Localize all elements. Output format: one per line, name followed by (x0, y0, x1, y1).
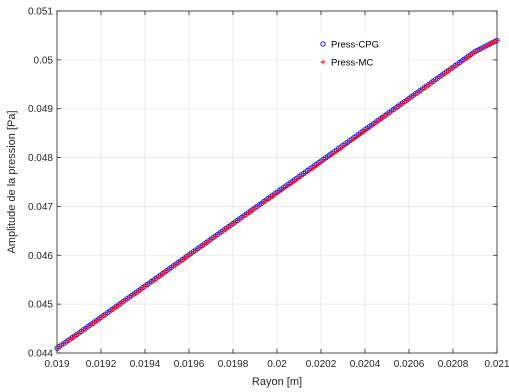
legend-marker-press-mc (320, 59, 326, 65)
axis-ticks: 0.019 0.0192 0.0194 0.0196 0.0198 0.02 0.0202 0… (28, 7, 509, 371)
x-tick-label: 0.0208 (438, 359, 469, 370)
legend: Press-CPG Press-MC (311, 32, 408, 72)
x-tick-label: 0.0202 (306, 359, 337, 370)
x-tick-label: 0.021 (484, 359, 509, 370)
x-tick-label: 0.0206 (394, 359, 425, 370)
y-tick-label: 0.051 (28, 7, 53, 18)
x-tick-label: 0.0204 (350, 359, 381, 370)
y-tick-label: 0.049 (28, 104, 53, 115)
x-tick-label: 0.019 (44, 359, 69, 370)
x-tick-label: 0.02 (267, 359, 287, 370)
y-tick-label: 0.044 (28, 349, 53, 360)
y-tick-label: 0.05 (34, 55, 54, 66)
x-tick-label: 0.0196 (174, 359, 205, 370)
series-press-mc (54, 38, 500, 351)
x-axis-label: Rayon [m] (252, 376, 302, 388)
y-tick-label: 0.048 (28, 153, 53, 164)
y-tick-label: 0.047 (28, 202, 53, 213)
y-tick-label: 0.046 (28, 251, 53, 262)
legend-box (311, 32, 408, 72)
y-axis-label: Amplitude de la pression [Pa] (6, 110, 18, 253)
y-tick-label: 0.045 (28, 300, 53, 311)
legend-marker-press-cpg (320, 41, 326, 47)
legend-label-press-cpg: Press-CPG (331, 40, 379, 51)
x-tick-label: 0.0194 (130, 359, 161, 370)
x-tick-label: 0.0192 (86, 359, 117, 370)
legend-label-press-mc: Press-MC (331, 58, 373, 69)
x-tick-label: 0.0198 (218, 359, 249, 370)
